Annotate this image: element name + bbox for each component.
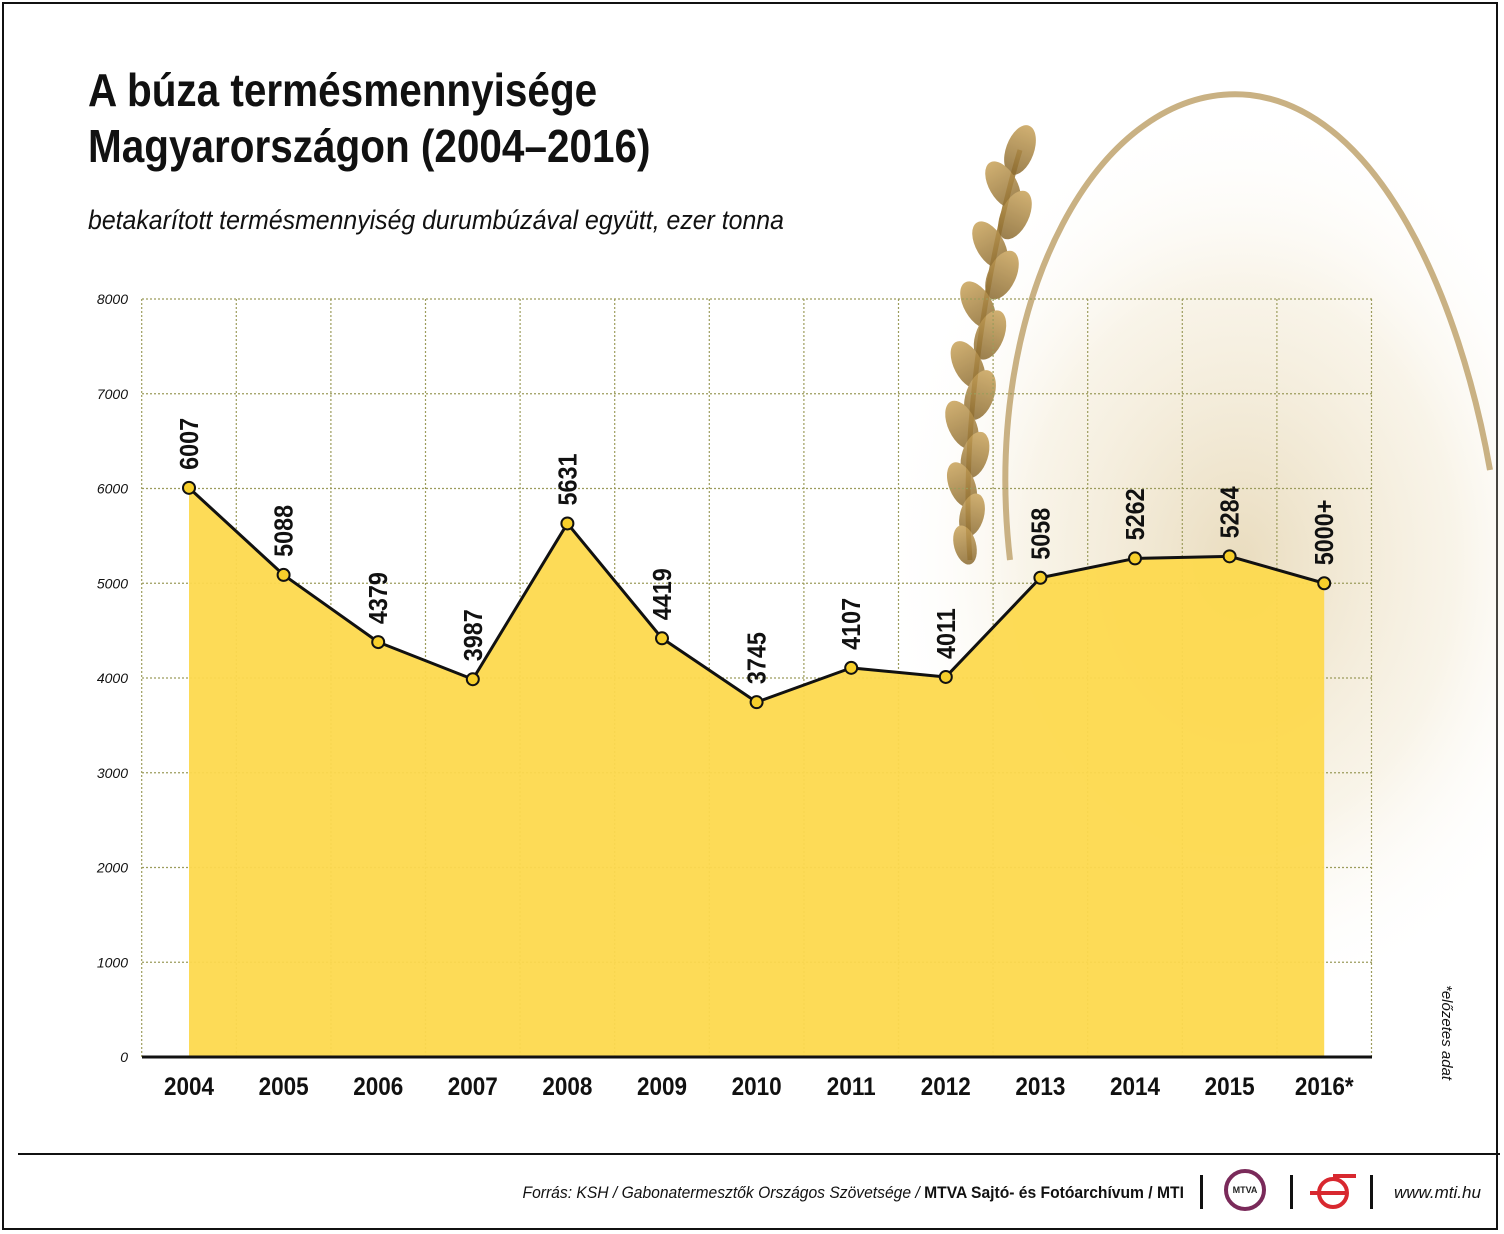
data-label: 3745 (744, 632, 772, 684)
data-point (1317, 576, 1332, 591)
source-prefix: Forrás: KSH / Gabonatermesztők Országos … (522, 1183, 925, 1202)
separator (1290, 1175, 1293, 1209)
data-point (560, 516, 575, 531)
data-label: 5000+ (1311, 500, 1339, 566)
data-label: 5631 (554, 453, 582, 505)
data-point (749, 695, 764, 710)
area-fill (189, 487, 1325, 1057)
x-tick-label: 2004 (164, 1073, 215, 1101)
area-layer (142, 487, 1372, 1059)
chart-subtitle: betakarított termésmennyiség durumbúzáva… (88, 205, 784, 235)
x-tick-label: 2008 (542, 1073, 592, 1101)
data-label: 5088 (271, 505, 299, 557)
data-point (1222, 549, 1237, 564)
data-label: 4107 (838, 598, 866, 650)
mti-logo-icon (1310, 1174, 1356, 1209)
y-tick-label: 5000 (97, 575, 128, 591)
source-text: Forrás: KSH / Gabonatermesztők Országos … (523, 1183, 1184, 1203)
separator (1200, 1175, 1203, 1209)
footer-divider (18, 1153, 1500, 1155)
x-tick-label: 2016* (1295, 1073, 1354, 1101)
x-tick-label: 2009 (637, 1073, 687, 1101)
value-label-layer: 6007 5088 4379 3987 5631 4419 3745 4107 4011 5058… (176, 418, 1340, 684)
y-tick-label: 8000 (97, 291, 128, 307)
data-label: 4011 (933, 608, 961, 659)
y-tick-label: 6000 (97, 481, 128, 497)
x-tick-label: 2012 (921, 1073, 971, 1101)
data-point (371, 635, 386, 650)
data-point (276, 567, 291, 582)
x-tick-label: 2011 (827, 1073, 876, 1101)
wheat-yield-chart: 6007 5088 4379 3987 5631 4419 3745 4107 4011 5058… (96, 91, 1504, 1101)
y-tick-label: 4000 (97, 670, 128, 686)
preliminary-data-note: *előzetes adat (1438, 985, 1455, 1081)
footer: Forrás: KSH / Gabonatermesztők Országos … (0, 1163, 1504, 1223)
x-tick-label: 2006 (353, 1073, 403, 1101)
data-point (844, 660, 859, 675)
y-tick-label: 1000 (97, 954, 128, 970)
y-tick-label: 3000 (97, 765, 128, 781)
data-label: 5262 (1122, 488, 1150, 540)
data-label: 4419 (649, 568, 677, 620)
x-tick-label: 2005 (259, 1073, 309, 1101)
point-layer (182, 480, 1332, 710)
y-axis-ticks: 0 1000 2000 3000 4000 5000 6000 7000 8000 (96, 291, 128, 1065)
data-point (465, 672, 480, 687)
data-point (1033, 570, 1048, 585)
data-point (938, 669, 953, 684)
x-tick-label: 2015 (1205, 1073, 1255, 1101)
data-point (655, 631, 669, 646)
x-axis-ticks: 2004 2005 2006 2007 2008 2009 2010 2011 2012 2013… (164, 1073, 1354, 1101)
source-credit: MTVA Sajtó- és Fotóarchívum / MTI (924, 1183, 1184, 1202)
y-tick-label: 2000 (96, 860, 128, 876)
y-tick-label: 7000 (97, 386, 128, 402)
x-tick-label: 2010 (732, 1073, 782, 1101)
data-label: 5058 (1027, 508, 1055, 560)
chart-title: A búza termésmennyisége Magyarországon (… (88, 64, 651, 172)
data-label: 3987 (460, 609, 488, 661)
website-link[interactable]: www.mti.hu (1394, 1183, 1481, 1202)
mtva-logo-icon: MTVA (1224, 1169, 1266, 1211)
data-label: 5284 (1217, 486, 1245, 538)
x-tick-label: 2007 (448, 1073, 498, 1101)
x-tick-label: 2014 (1110, 1073, 1161, 1101)
y-tick-label: 0 (120, 1049, 128, 1065)
data-label: 6007 (176, 418, 204, 470)
x-tick-label: 2013 (1015, 1073, 1065, 1101)
data-point (182, 480, 196, 495)
separator (1370, 1175, 1373, 1209)
data-point (1128, 551, 1142, 566)
data-label: 4379 (365, 572, 393, 624)
